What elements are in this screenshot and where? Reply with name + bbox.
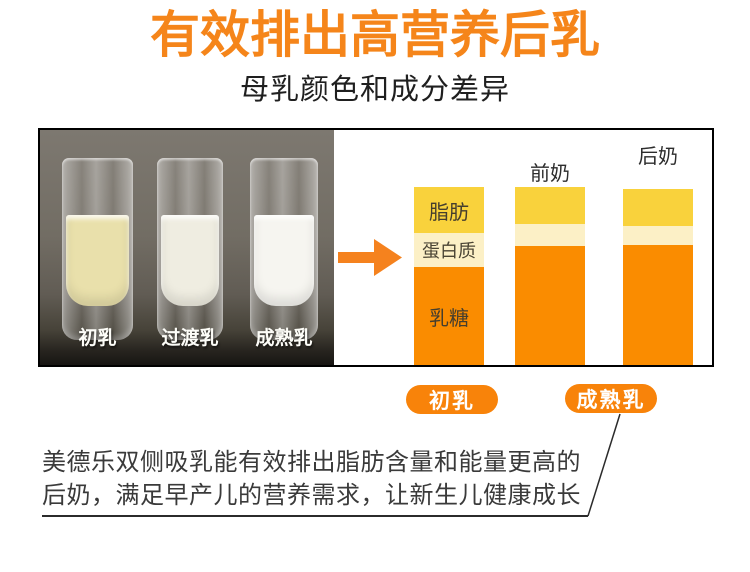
tube-label: 初乳 [78, 328, 117, 349]
milk-sample [254, 215, 314, 306]
footer-line-2: 后奶，满足早产儿的营养需求，让新生儿健康成长 [42, 482, 581, 509]
segment-label-lactose: 乳糖 [429, 307, 469, 330]
segment-label-protein: 蛋白质 [422, 241, 476, 262]
segment-fat: 脂肪 [414, 187, 484, 234]
comparison-panel-inner: 初乳 过渡乳 成熟乳 脂肪蛋白质乳糖 前奶 后奶 [40, 130, 712, 365]
segment-label-fat: 脂肪 [429, 201, 469, 224]
milk-photo: 初乳 过渡乳 成熟乳 [40, 130, 334, 365]
segment-lactose: 乳糖 [414, 267, 484, 365]
segment-fat [623, 189, 693, 226]
milk-sample [161, 215, 219, 306]
segment-protein [515, 224, 585, 246]
test-tube-1: 初乳 [62, 158, 133, 349]
segment-fat [515, 187, 585, 225]
segment-protein: 蛋白质 [414, 233, 484, 268]
stacked-bar-2 [515, 187, 585, 365]
footer-line-1: 美德乐双侧吸乳能有效排出脂肪含量和能量更高的 [42, 449, 581, 476]
callout-pill-mature-milk: 成熟乳 [565, 384, 657, 413]
footer-text: 美德乐双侧吸乳能有效排出脂肪含量和能量更高的 后奶，满足早产儿的营养需求，让新生… [42, 446, 602, 512]
bar-label-hindmilk: 后奶 [638, 146, 678, 168]
stacked-bar-3 [623, 189, 693, 365]
segment-lactose [515, 245, 585, 365]
segment-protein [623, 225, 693, 246]
segment-lactose [623, 245, 693, 365]
test-tube-3: 成熟乳 [250, 158, 318, 349]
page-subtitle: 母乳颜色和成分差异 [239, 74, 510, 106]
stacked-bar-1: 脂肪 蛋白质 乳糖 [414, 187, 484, 365]
test-tube-2: 过渡乳 [157, 158, 223, 349]
bar-label-foremilk: 前奶 [530, 163, 570, 185]
tube-label: 成熟乳 [255, 328, 313, 349]
comparison-panel: 初乳 过渡乳 成熟乳 脂肪蛋白质乳糖 前奶 后奶 [38, 128, 714, 367]
callout-pill-colostrum: 初乳 [406, 385, 498, 414]
milk-sample [66, 215, 129, 306]
page-title: 有效排出高营养后乳 [150, 7, 600, 63]
arrow-right-icon [338, 239, 402, 276]
tube-label: 过渡乳 [161, 328, 219, 349]
